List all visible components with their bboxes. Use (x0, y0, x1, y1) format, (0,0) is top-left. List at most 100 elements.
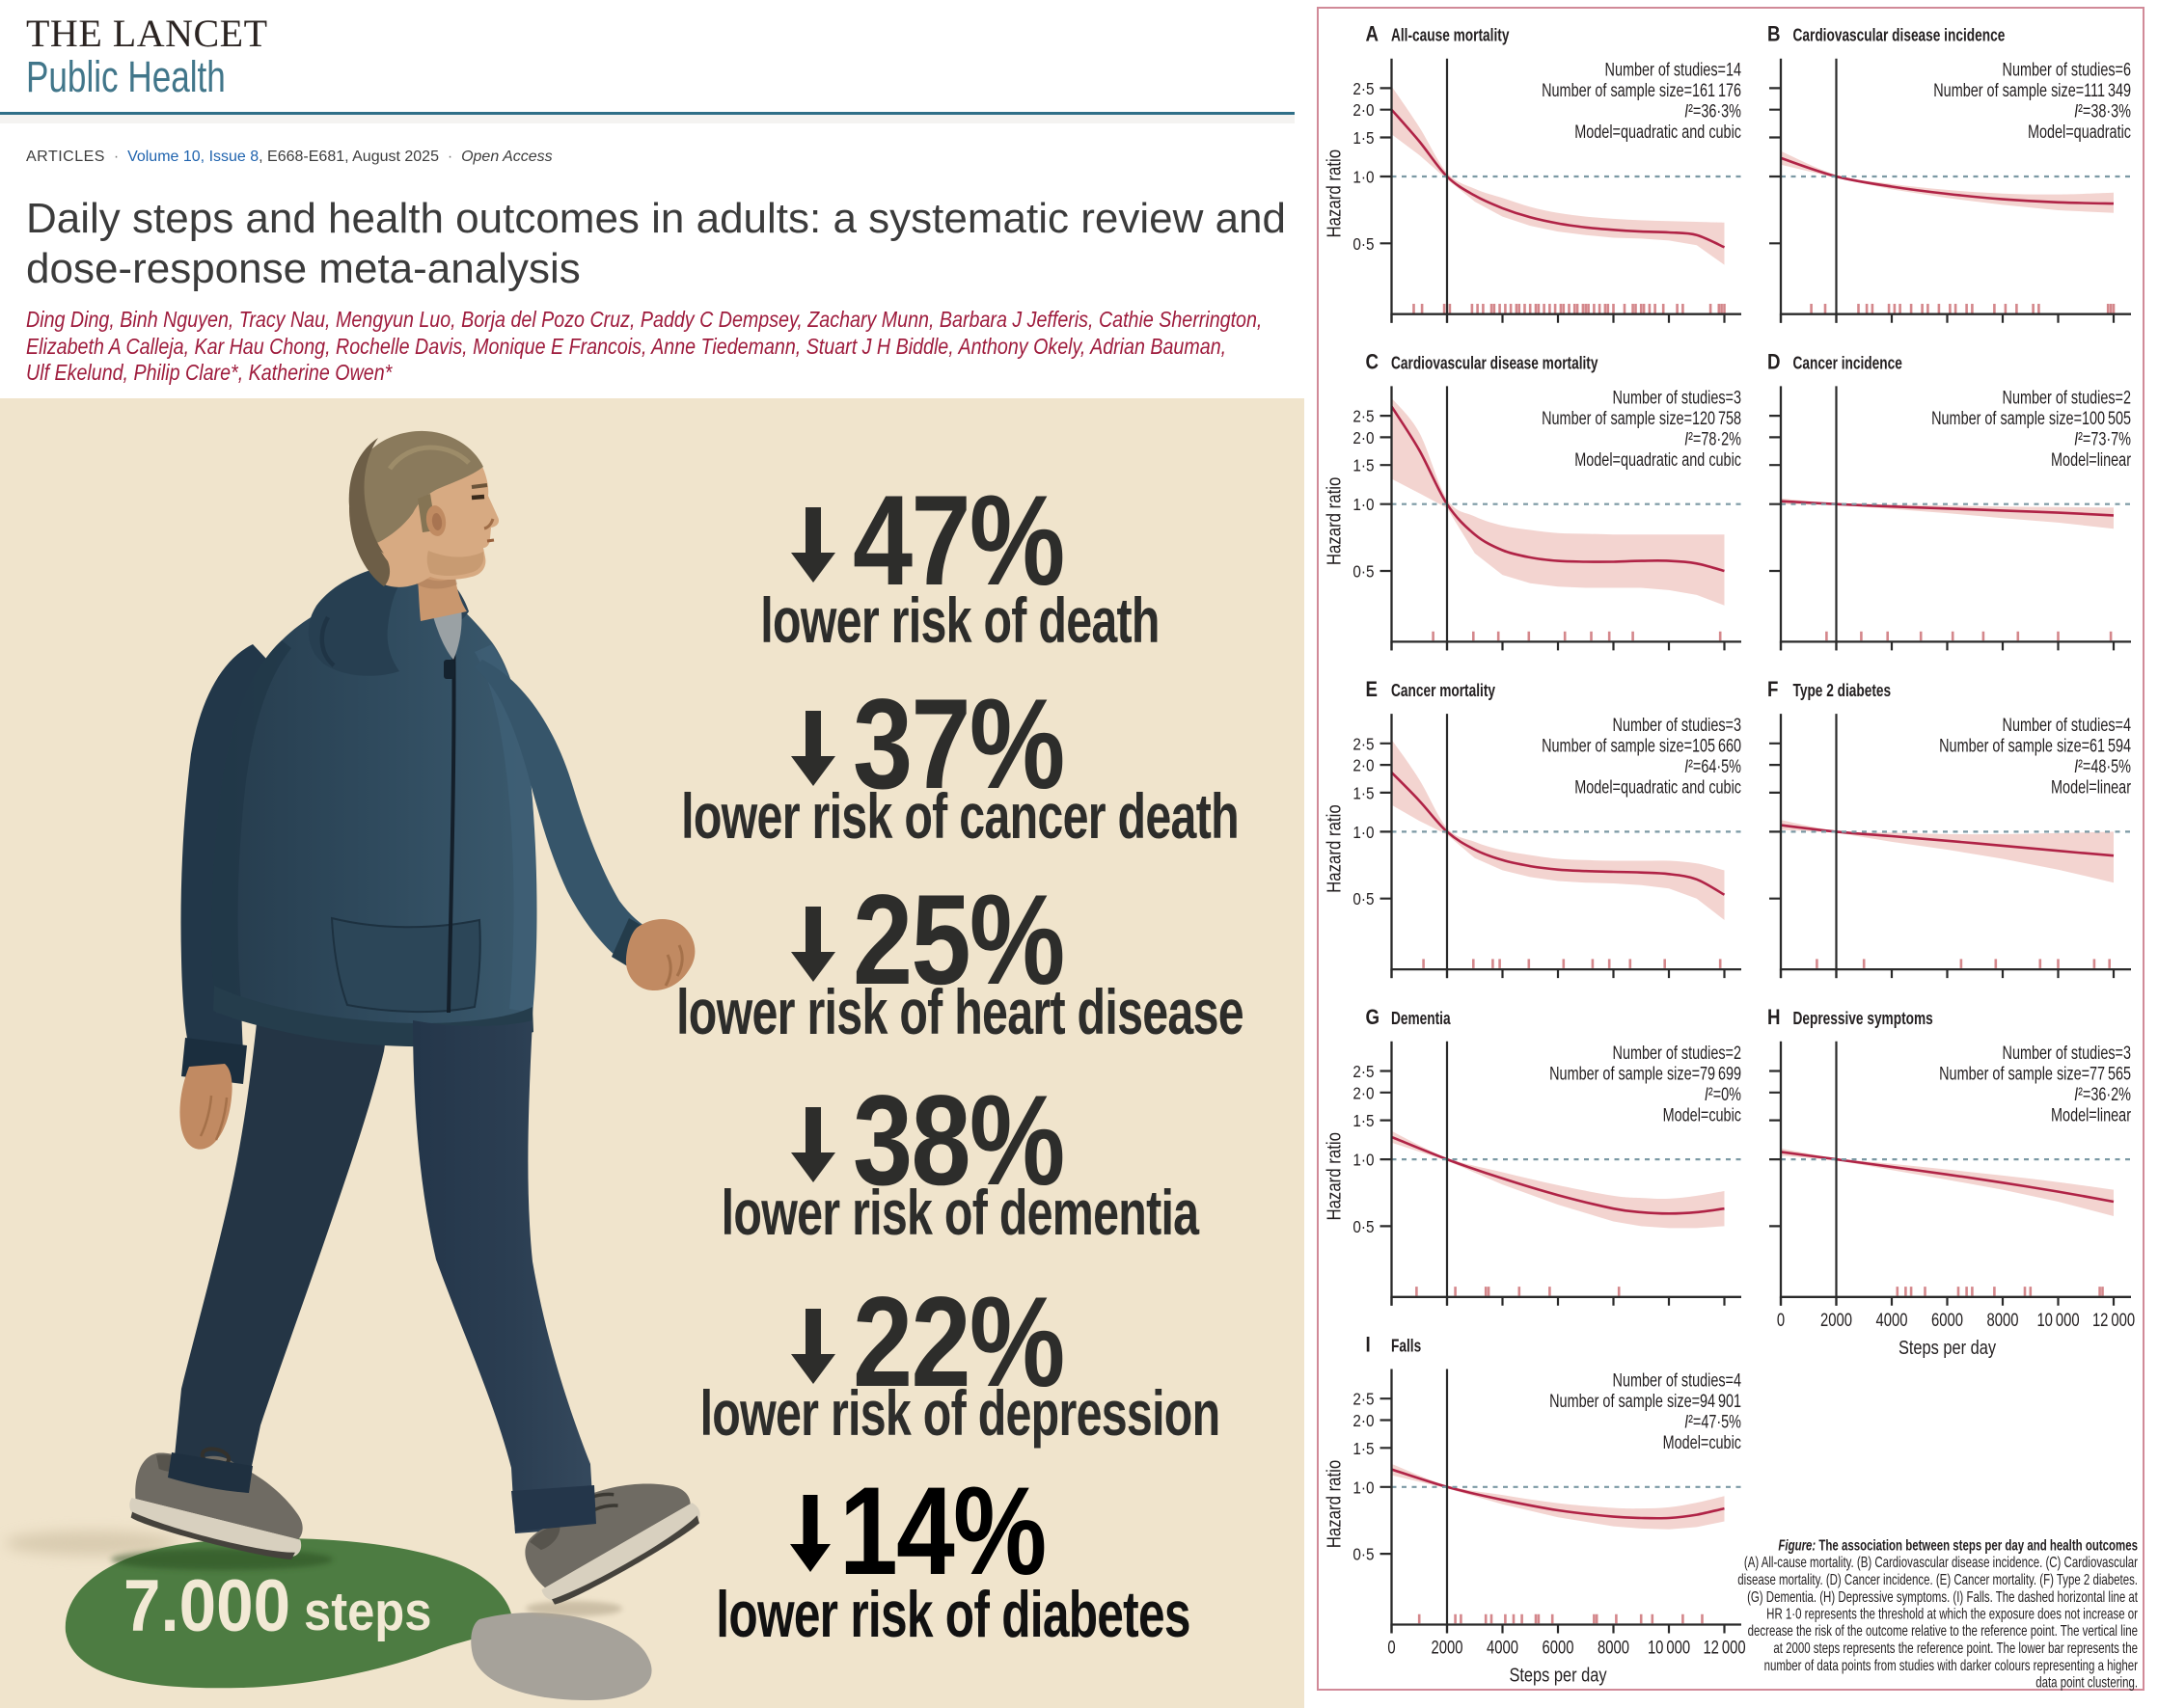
svg-text:8000: 8000 (1987, 1309, 2019, 1331)
svg-text:Number of sample size=79 699: Number of sample size=79 699 (1549, 1062, 1741, 1084)
svg-text:1·5: 1·5 (1352, 1439, 1374, 1458)
svg-text:2000: 2000 (1820, 1309, 1852, 1331)
svg-text:Number of studies=14: Number of studies=14 (1605, 59, 1742, 81)
svg-text:Model=quadratic and cubic: Model=quadratic and cubic (1574, 121, 1741, 143)
svg-text:at 2000 steps represents the r: at 2000 steps represents the reference p… (1773, 1640, 2138, 1656)
svg-text:4000: 4000 (1876, 1309, 1908, 1331)
svg-text:2·5: 2·5 (1352, 734, 1374, 753)
svg-text:1·0: 1·0 (1352, 1150, 1374, 1169)
svg-text:37%: 37% (853, 673, 1064, 816)
svg-text:I²=78·2%: I²=78·2% (1684, 427, 1741, 449)
svg-text:I: I (1366, 1334, 1371, 1357)
svg-text:14%: 14% (839, 1461, 1046, 1601)
svg-text:8000: 8000 (1598, 1636, 1629, 1658)
svg-text:Cancer incidence: Cancer incidence (1793, 353, 1902, 372)
svg-text:2·0: 2·0 (1352, 428, 1374, 447)
svg-text:(A) All-cause mortality. (B) C: (A) All-cause mortality. (B) Cardiovascu… (1744, 1555, 2138, 1571)
svg-text:A: A (1366, 23, 1379, 46)
svg-text:I²=36·3%: I²=36·3% (1684, 100, 1741, 122)
svg-text:0: 0 (1387, 1636, 1395, 1658)
svg-text:0·5: 0·5 (1352, 1217, 1374, 1236)
svg-text:2·0: 2·0 (1352, 100, 1374, 120)
svg-text:Model=linear: Model=linear (2051, 775, 2131, 798)
svg-text:lower risk of depression: lower risk of depression (700, 1379, 1220, 1450)
svg-text:steps: steps (304, 1581, 431, 1641)
svg-text:1·0: 1·0 (1352, 495, 1374, 514)
svg-text:1·5: 1·5 (1352, 783, 1374, 802)
svg-text:I²=36·2%: I²=36·2% (2074, 1083, 2131, 1105)
svg-text:Hazard ratio: Hazard ratio (1323, 804, 1345, 893)
svg-text:data point clustering.: data point clustering. (2035, 1674, 2138, 1691)
svg-text:H: H (1767, 1006, 1781, 1029)
svg-text:6000: 6000 (1543, 1636, 1574, 1658)
svg-text:G: G (1366, 1006, 1380, 1029)
svg-text:Number of sample size=61 594: Number of sample size=61 594 (1939, 734, 2131, 756)
svg-text:10 000: 10 000 (2036, 1309, 2079, 1331)
svg-text:Hazard ratio: Hazard ratio (1323, 1132, 1345, 1221)
svg-text:2·0: 2·0 (1352, 1083, 1374, 1102)
svg-text:Steps per day: Steps per day (1509, 1664, 1607, 1686)
svg-text:2·0: 2·0 (1352, 755, 1374, 774)
svg-text:Cancer mortality: Cancer mortality (1391, 681, 1495, 700)
svg-text:12 000: 12 000 (1703, 1636, 1745, 1658)
svg-text:Depressive symptoms: Depressive symptoms (1793, 1009, 1933, 1028)
svg-text:Number of sample size=77 565: Number of sample size=77 565 (1939, 1062, 2131, 1084)
svg-text:Number of studies=4: Number of studies=4 (1613, 1369, 1742, 1391)
svg-text:1·5: 1·5 (1352, 1111, 1374, 1130)
svg-text:I²=47·5%: I²=47·5% (1684, 1410, 1741, 1432)
svg-text:Model=quadratic and cubic: Model=quadratic and cubic (1574, 775, 1741, 798)
svg-text:Number of studies=4: Number of studies=4 (2003, 714, 2132, 736)
svg-text:Number of studies=6: Number of studies=6 (2003, 59, 2131, 81)
svg-text:6000: 6000 (1931, 1309, 1963, 1331)
svg-text:decrease the risk of the outco: decrease the risk of the outcome relativ… (1748, 1623, 2138, 1640)
svg-text:1·0: 1·0 (1352, 167, 1374, 186)
svg-text:Number of sample size=100 505: Number of sample size=100 505 (1931, 407, 2131, 429)
svg-text:Hazard ratio: Hazard ratio (1323, 477, 1345, 566)
svg-text:Falls: Falls (1391, 1337, 1421, 1356)
svg-text:10 000: 10 000 (1648, 1636, 1690, 1658)
svg-text:C: C (1366, 351, 1379, 374)
svg-text:22%: 22% (853, 1271, 1064, 1414)
svg-text:0·5: 0·5 (1352, 1544, 1374, 1563)
svg-text:Model=linear: Model=linear (2051, 1103, 2131, 1125)
svg-text:12 000: 12 000 (2092, 1309, 2135, 1331)
svg-text:Number of studies=3: Number of studies=3 (1613, 714, 1741, 736)
svg-text:Number of sample size=111 349: Number of sample size=111 349 (1933, 79, 2131, 101)
svg-text:I²=38·3%: I²=38·3% (2074, 100, 2131, 122)
svg-text:2·5: 2·5 (1352, 1062, 1374, 1081)
svg-text:Cardiovascular disease mortali: Cardiovascular disease mortality (1391, 353, 1598, 372)
svg-text:Model=linear: Model=linear (2051, 448, 2131, 471)
svg-text:1·0: 1·0 (1352, 1478, 1374, 1497)
svg-text:Number of studies=3: Number of studies=3 (2003, 1042, 2131, 1064)
svg-text:Cardiovascular disease inciden: Cardiovascular disease incidence (1793, 26, 2006, 45)
svg-text:E: E (1366, 679, 1378, 702)
svg-text:Number of studies=2: Number of studies=2 (1613, 1042, 1741, 1064)
svg-text:number of data points from stu: number of data points from studies with … (1764, 1657, 2139, 1673)
svg-text:Number of sample size=161 176: Number of sample size=161 176 (1542, 79, 1741, 101)
svg-text:Number of studies=3: Number of studies=3 (1613, 386, 1741, 408)
svg-text:0·5: 0·5 (1352, 889, 1374, 908)
svg-text:Number of sample size=120 758: Number of sample size=120 758 (1542, 407, 1741, 429)
svg-text:2·5: 2·5 (1352, 1390, 1374, 1409)
svg-text:lower risk of heart disease: lower risk of heart disease (676, 978, 1243, 1048)
svg-text:2·0: 2·0 (1352, 1411, 1374, 1430)
svg-text:Model=cubic: Model=cubic (1663, 1431, 1742, 1453)
svg-text:B: B (1767, 23, 1781, 46)
svg-text:0·5: 0·5 (1352, 234, 1374, 254)
svg-text:1·5: 1·5 (1352, 128, 1374, 148)
svg-text:25%: 25% (853, 869, 1064, 1012)
svg-text:D: D (1767, 351, 1781, 374)
svg-text:Number of studies=2: Number of studies=2 (2003, 386, 2131, 408)
svg-text:Steps per day: Steps per day (1898, 1336, 1997, 1358)
svg-text:I²=48·5%: I²=48·5% (2074, 755, 2131, 777)
svg-text:1·5: 1·5 (1352, 456, 1374, 475)
svg-text:Hazard ratio: Hazard ratio (1323, 1460, 1345, 1549)
svg-text:Model=quadratic and cubic: Model=quadratic and cubic (1574, 448, 1741, 471)
svg-text:(G) Dementia. (H) Depressive s: (G) Dementia. (H) Depressive symptoms. (… (1747, 1588, 2138, 1605)
svg-text:I²=64·5%: I²=64·5% (1684, 755, 1741, 777)
svg-text:7.000: 7.000 (123, 1565, 290, 1647)
svg-text:Hazard ratio: Hazard ratio (1323, 149, 1345, 238)
svg-text:47%: 47% (853, 470, 1064, 612)
svg-text:2·5: 2·5 (1352, 406, 1374, 425)
svg-text:F: F (1767, 679, 1778, 702)
